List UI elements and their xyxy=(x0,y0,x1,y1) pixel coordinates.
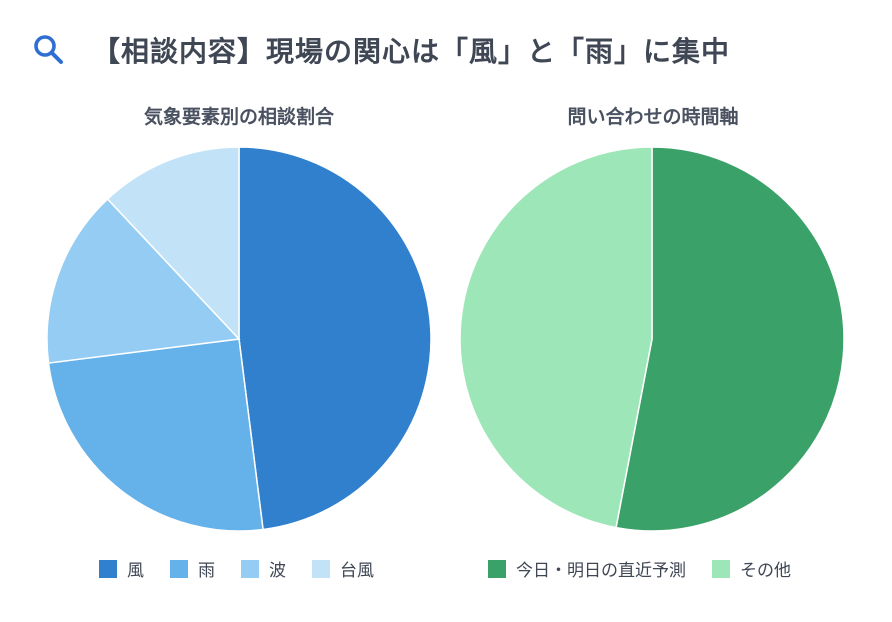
legend-swatch xyxy=(712,559,730,578)
legend-swatch xyxy=(170,559,188,578)
pie1-slice-0 xyxy=(615,146,845,532)
legend-swatch xyxy=(241,559,259,578)
pie0-slice-1 xyxy=(47,338,264,532)
legend-label: 波 xyxy=(269,561,286,581)
legend-label: その他 xyxy=(740,561,791,581)
legend-timeframe: 今日・明日の直近予測 その他 xyxy=(488,556,791,581)
pie0-slice-2 xyxy=(46,197,241,364)
legend-item-1-0: 今日・明日の直近予測 xyxy=(488,556,686,581)
chart-title-weather: 気象要素別の相談割合 xyxy=(143,106,334,128)
search-icon xyxy=(34,35,63,64)
page-title: 【相談内容】現場の関心は「風」と「雨」に集中 xyxy=(92,35,731,68)
chart-title-timeframe: 問い合わせの時間軸 xyxy=(567,106,739,128)
legend-item-0-3: 台風 xyxy=(312,556,374,581)
legend-label: 風 xyxy=(127,561,144,581)
legend-label: 雨 xyxy=(198,561,215,581)
legend-swatch xyxy=(99,559,117,578)
legend-item-0-0: 風 xyxy=(99,556,144,581)
legend-label: 今日・明日の直近予測 xyxy=(516,561,686,581)
legend-item-1-1: その他 xyxy=(712,556,791,581)
legend-swatch xyxy=(312,559,330,578)
header: 【相談内容】現場の関心は「風」と「雨」に集中 xyxy=(32,30,730,70)
legend-item-0-1: 雨 xyxy=(170,556,215,581)
legend-item-0-2: 波 xyxy=(241,556,286,581)
pie0-slice-0 xyxy=(238,146,432,531)
legend-swatch xyxy=(488,559,506,578)
legend-label: 台風 xyxy=(340,561,374,581)
pie1-slice-1 xyxy=(459,146,653,529)
pie0-slice-3 xyxy=(106,146,240,341)
legend-weather: 風 雨 波 台風 xyxy=(99,556,374,581)
